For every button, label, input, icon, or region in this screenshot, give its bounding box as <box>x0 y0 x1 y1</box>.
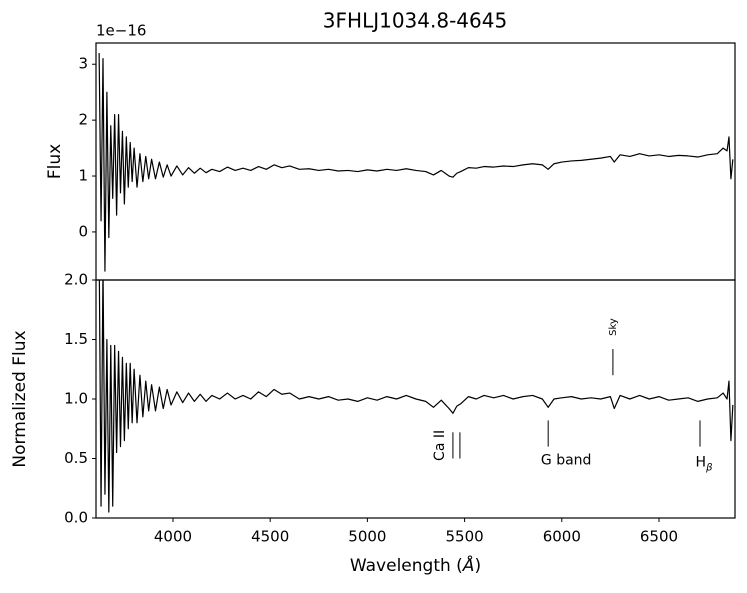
annotation-text: G band <box>541 453 592 469</box>
x-tick-label: 6000 <box>543 528 581 546</box>
x-tick-label: 5000 <box>348 528 386 546</box>
y-tick-label: 3 <box>78 55 88 73</box>
y-tick-label: 1.5 <box>64 330 88 348</box>
x-axis-label-unit: Å <box>462 554 475 576</box>
x-axis-label: Wavelength (Å) <box>350 554 481 576</box>
annotation-label: Hβ <box>696 455 714 474</box>
y-axis-label: Normalized Flux <box>10 330 30 467</box>
y-tick-label: 0.0 <box>64 509 88 527</box>
y-tick-label: 0.5 <box>64 449 88 467</box>
annotation-text: H <box>696 455 707 471</box>
axes-frame <box>95 42 736 281</box>
y-tick-label: 1.0 <box>64 390 88 408</box>
y-tick-label: 0 <box>78 222 88 240</box>
y-tick-label: 2.0 <box>64 271 88 289</box>
axes-frame <box>95 279 736 519</box>
y-tick-label: 2 <box>78 111 88 129</box>
annotation-subscript: β <box>705 463 713 474</box>
x-axis-label-text: Wavelength ( <box>350 556 463 576</box>
annotation-label: Ca II <box>432 430 448 461</box>
x-tick-label: 5500 <box>445 528 483 546</box>
chart-title: 3FHLJ1034.8-4645 <box>323 9 507 33</box>
x-tick-label: 4000 <box>154 528 192 546</box>
spectrum-line <box>98 53 734 272</box>
annotation-text: Ca II <box>432 430 448 461</box>
y-tick-label: 1 <box>78 167 88 185</box>
x-tick-label: 4500 <box>251 528 289 546</box>
x-tick-label: 6500 <box>640 528 678 546</box>
x-axis-label-end: ) <box>474 556 481 576</box>
annotation-text: Sky <box>608 318 619 336</box>
spectrum-line <box>98 280 734 513</box>
y-axis-label: Flux <box>45 144 65 179</box>
annotation-label: G band <box>541 453 592 469</box>
annotation-label: Sky <box>608 318 619 336</box>
offset-label: 1e−16 <box>96 22 146 40</box>
